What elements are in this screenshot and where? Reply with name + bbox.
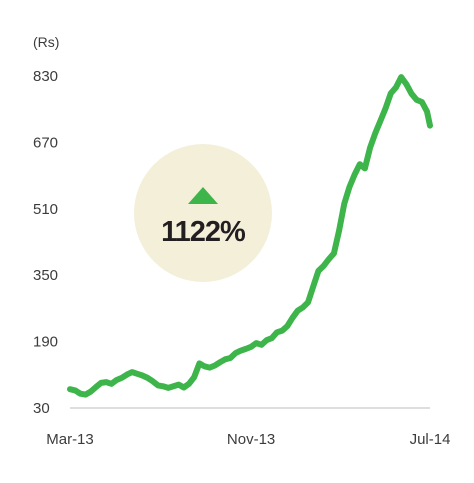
y-unit-label: (Rs) [33, 34, 59, 50]
y-tick-label: 350 [33, 267, 58, 284]
y-tick-label: 190 [33, 334, 58, 351]
up-arrow-icon [188, 187, 218, 204]
x-tick-label: Mar-13 [46, 431, 94, 448]
badge-circle [134, 144, 272, 282]
y-tick-label: 670 [33, 134, 58, 151]
x-tick-label: Jul-14 [410, 431, 451, 448]
gain-badge: 1122% [134, 144, 272, 282]
x-tick-label: Nov-13 [227, 431, 275, 448]
y-tick-label: 830 [33, 68, 58, 85]
y-tick-group: 830 670 510 350 190 30 [33, 68, 58, 417]
y-tick-label: 510 [33, 201, 58, 218]
series-line [67, 74, 433, 398]
badge-value: 1122% [161, 216, 246, 248]
y-tick-label: 30 [33, 400, 50, 417]
x-tick-group: Mar-13 Nov-13 Jul-14 [46, 431, 450, 448]
